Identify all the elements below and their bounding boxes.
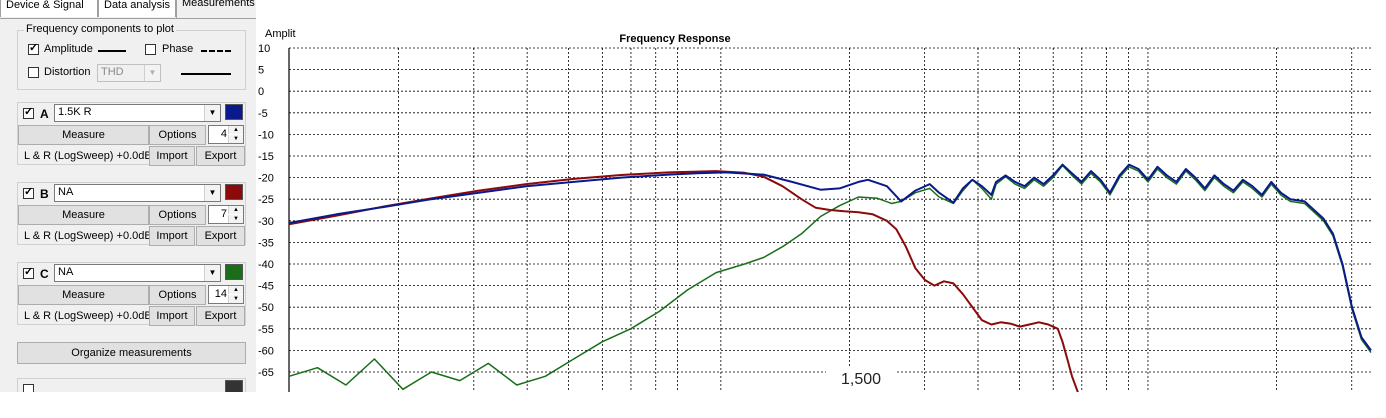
- y-tick-label: -65: [258, 367, 274, 379]
- tab-divider: [0, 18, 256, 19]
- chart-title: Frequency Response: [619, 33, 730, 45]
- y-tick-label: -25: [258, 194, 274, 206]
- y-tick-label: 10: [258, 43, 270, 55]
- y-tick-label: -15: [258, 151, 274, 163]
- measurement-c-count: 14: [214, 288, 227, 300]
- tab-measurements[interactable]: Measurements: [176, 0, 256, 19]
- measurement-c-info: L & R (LogSweep) +0.0dB: [24, 310, 152, 322]
- chevron-down-icon: ▼: [144, 65, 160, 81]
- measurement-b-import-button[interactable]: Import: [149, 226, 195, 246]
- series-line-a: [288, 163, 1372, 351]
- y-tick-label: -35: [258, 237, 274, 249]
- amplitude-label: Amplitude: [44, 43, 93, 55]
- measurement-a-count-stepper[interactable]: 4 ▲ ▼: [208, 125, 244, 144]
- tab-bar: Device & Signal Data analysis Measuremen…: [0, 0, 256, 20]
- chart-top-strip: [256, 0, 1386, 12]
- y-tick-label: 0: [258, 86, 264, 98]
- y-tick-label: -55: [258, 324, 274, 336]
- y-tick-label: -20: [258, 173, 274, 185]
- measurement-a-options-button[interactable]: Options: [149, 125, 206, 145]
- chart-ylabel: Amplit: [265, 28, 296, 40]
- chevron-down-icon: ▼: [204, 185, 220, 201]
- frequency-components-group: Frequency components to plot Amplitude P…: [17, 23, 246, 90]
- tab-data-analysis[interactable]: Data analysis: [98, 0, 176, 17]
- measurement-block-a: A 1.5K R ▼ Measure Options 4 ▲ ▼ L & R (…: [17, 102, 246, 166]
- chevron-down-icon: ▼: [204, 265, 220, 281]
- measurement-b-count: 7: [220, 208, 227, 220]
- amplitude-checkbox[interactable]: [28, 41, 39, 55]
- series-line-c: [288, 164, 1372, 391]
- measurement-c-export-button[interactable]: Export: [196, 306, 245, 326]
- cursor-frequency-readout: 1,500: [826, 366, 896, 394]
- y-tick-label: -30: [258, 216, 274, 228]
- measurement-d-checkbox[interactable]: [23, 384, 34, 392]
- phase-line-sample: [201, 50, 231, 52]
- y-tick-label: 5: [258, 65, 264, 77]
- measurement-b-measure-button[interactable]: Measure: [18, 205, 149, 225]
- measurement-a-checkbox[interactable]: [23, 105, 34, 119]
- measurement-a-export-button[interactable]: Export: [196, 146, 245, 166]
- measurement-a-measure-button[interactable]: Measure: [18, 125, 149, 145]
- measurement-b-checkbox[interactable]: [23, 185, 34, 199]
- distortion-label: Distortion: [44, 66, 91, 78]
- measurement-a-import-button[interactable]: Import: [149, 146, 195, 166]
- y-tick-label: -40: [258, 259, 274, 271]
- measurement-b-info: L & R (LogSweep) +0.0dB: [24, 230, 152, 242]
- measurement-b-name: NA: [58, 186, 74, 198]
- measurement-b-letter: B: [40, 187, 49, 201]
- measurement-a-color-swatch[interactable]: [225, 104, 243, 120]
- measurement-d-color-swatch[interactable]: [225, 380, 243, 392]
- measurement-c-color-swatch[interactable]: [225, 264, 243, 280]
- y-tick-label: -5: [258, 108, 268, 120]
- stepper-down-icon[interactable]: ▼: [228, 135, 243, 143]
- measurement-a-letter: A: [40, 107, 49, 121]
- measurement-b-color-swatch[interactable]: [225, 184, 243, 200]
- stepper-up-icon[interactable]: ▲: [228, 286, 243, 294]
- measurement-c-letter: C: [40, 267, 49, 281]
- control-panel: Device & Signal Data analysis Measuremen…: [0, 0, 256, 392]
- distortion-line-sample: [181, 73, 231, 75]
- chevron-down-icon: ▼: [204, 105, 220, 121]
- measurement-b-count-stepper[interactable]: 7 ▲ ▼: [208, 205, 244, 224]
- measurement-b-export-button[interactable]: Export: [196, 226, 245, 246]
- series-line-b: [288, 170, 1079, 392]
- bottom-strip: [0, 392, 1386, 418]
- stepper-down-icon[interactable]: ▼: [228, 295, 243, 303]
- measurement-c-checkbox[interactable]: [23, 265, 34, 279]
- amplitude-line-sample: [98, 50, 126, 52]
- measurement-block-b: B NA ▼ Measure Options 7 ▲ ▼ L & R (LogS…: [17, 182, 246, 246]
- chart-svg: 10 5 0 -5 -10 -15 -20 -25 -30 -35 -40 -45 -50 -55 -60 -…: [258, 28, 1372, 392]
- phase-checkbox[interactable]: [145, 44, 156, 55]
- measurement-c-count-stepper[interactable]: 14 ▲ ▼: [208, 285, 244, 304]
- measurement-a-select[interactable]: 1.5K R ▼: [54, 104, 221, 122]
- organize-measurements-button[interactable]: Organize measurements: [17, 342, 246, 364]
- measurement-c-name: NA: [58, 266, 74, 278]
- measurement-block-c: C NA ▼ Measure Options 14 ▲ ▼ L & R (Log…: [17, 262, 246, 326]
- distortion-checkbox[interactable]: [28, 67, 39, 78]
- measurement-a-name: 1.5K R: [58, 106, 92, 118]
- group-legend: Frequency components to plot: [24, 23, 176, 35]
- stepper-up-icon[interactable]: ▲: [228, 206, 243, 214]
- y-tick-label: -10: [258, 129, 274, 141]
- y-tick-label: -45: [258, 281, 274, 293]
- measurement-b-options-button[interactable]: Options: [149, 205, 206, 225]
- measurement-a-count: 4: [220, 128, 227, 140]
- distortion-select[interactable]: THD ▼: [97, 64, 161, 82]
- measurement-c-measure-button[interactable]: Measure: [18, 285, 149, 305]
- frequency-response-chart: 10 5 0 -5 -10 -15 -20 -25 -30 -35 -40 -45 -50 -55 -60 -…: [256, 22, 1386, 392]
- measurement-c-options-button[interactable]: Options: [149, 285, 206, 305]
- measurement-block-d: [17, 378, 246, 392]
- stepper-down-icon[interactable]: ▼: [228, 215, 243, 223]
- stepper-up-icon[interactable]: ▲: [228, 126, 243, 134]
- distortion-select-value: THD: [101, 66, 124, 78]
- y-tick-label: -50: [258, 302, 274, 314]
- measurement-a-info: L & R (LogSweep) +0.0dB: [24, 150, 152, 162]
- phase-label: Phase: [162, 43, 194, 55]
- measurement-b-select[interactable]: NA ▼: [54, 184, 221, 202]
- measurement-c-select[interactable]: NA ▼: [54, 264, 221, 282]
- y-tick-label: -60: [258, 345, 274, 357]
- tab-device-signal[interactable]: Device & Signal: [0, 0, 98, 17]
- measurement-c-import-button[interactable]: Import: [149, 306, 195, 326]
